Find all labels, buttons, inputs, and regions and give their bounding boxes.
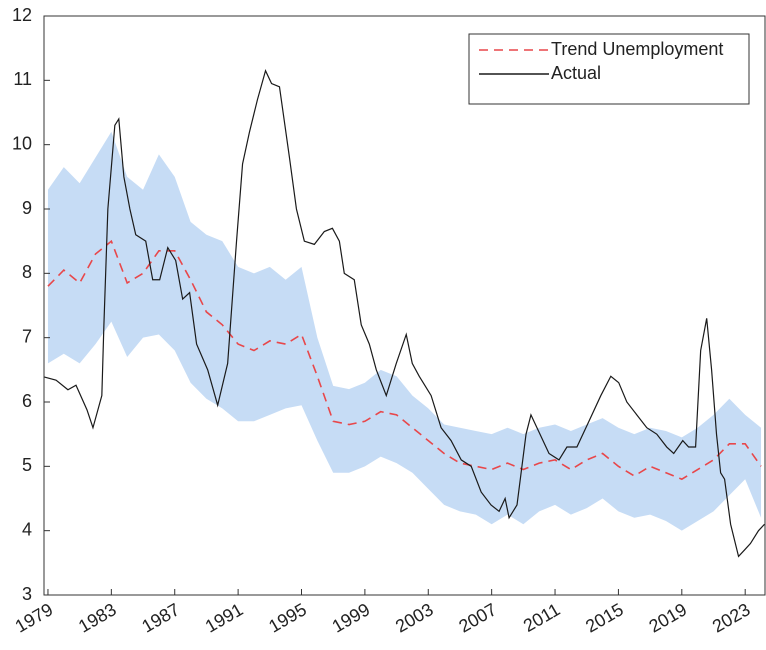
y-tick-label: 8 [22, 262, 32, 282]
legend-label: Trend Unemployment [551, 39, 723, 59]
x-tick-label: 1987 [138, 599, 183, 636]
x-tick-label: 2011 [520, 599, 564, 636]
legend-box [468, 33, 750, 105]
x-tick-label: 2003 [392, 599, 437, 636]
y-tick-label: 4 [22, 519, 32, 539]
y-tick-label: 3 [22, 584, 32, 604]
legend-label: Actual [551, 63, 601, 83]
x-tick-label: 1979 [12, 599, 57, 636]
x-tick-label: 1983 [75, 599, 120, 636]
x-tick-label: 2019 [646, 599, 691, 636]
y-tick-label: 5 [22, 455, 32, 475]
series-line [43, 68, 765, 558]
y-tick-label: 9 [22, 198, 32, 218]
plot-frame [43, 15, 766, 596]
x-tick-label: 2023 [709, 599, 754, 636]
x-tick-label: 2007 [455, 599, 500, 636]
y-tick-label: 10 [12, 133, 32, 153]
x-tick-label: 1991 [202, 599, 247, 636]
y-tick-label: 12 [12, 5, 32, 25]
x-tick-label: 1995 [265, 599, 310, 636]
y-tick-label: 11 [13, 69, 32, 89]
y-tick-label: 6 [22, 391, 32, 411]
x-tick-label: 1999 [329, 599, 374, 636]
x-tick-label: 2015 [582, 599, 627, 636]
y-tick-label: 7 [22, 326, 32, 346]
confidence-band [47, 131, 762, 531]
